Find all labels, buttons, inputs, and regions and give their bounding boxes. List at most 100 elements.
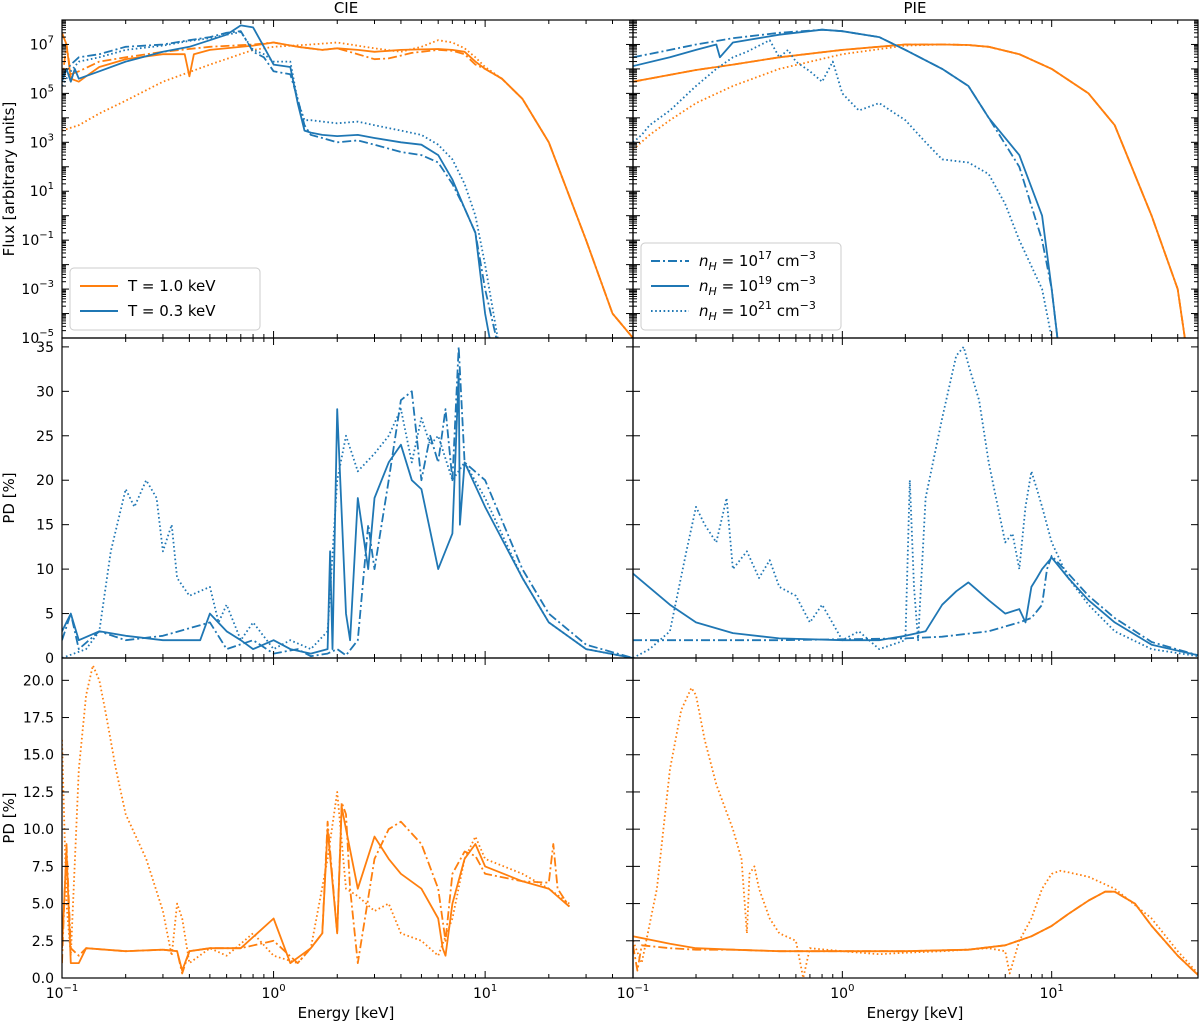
y-tick-label: 25 (36, 429, 54, 445)
panel-cie_pd_orange: 10−1 100 1010.02.55.07.510.012.515.017.520… (0, 657, 634, 1002)
y-tick-label-exp: 5 (48, 83, 54, 94)
legend-label-n: n (699, 277, 709, 295)
series-line-blue-dotted (62, 408, 633, 658)
legend-label: nH = 1019 cm−3 (699, 274, 816, 298)
axes-frame (632, 337, 1199, 659)
legend-label: nH = 1017 cm−3 (699, 249, 816, 273)
y-tick-label: 20 (36, 473, 54, 489)
y-axis-label: Flux [arbitrary units] (0, 102, 18, 257)
col-title-pie: PIE (904, 0, 927, 17)
y-axis-label: PD [%] (0, 792, 18, 843)
y-tick-label-base: 10 (30, 86, 48, 102)
legend-box (69, 267, 261, 331)
legend-label-unit: cm (772, 252, 800, 270)
series-group (633, 345, 1198, 658)
y-tick-label: 0.0 (32, 971, 54, 987)
series-line-blue-dashdot (633, 554, 1198, 657)
series-line-orange-dotted (62, 39, 633, 338)
series-line-orange-dotted (633, 686, 1198, 978)
x-tick-label-exp: −1 (635, 983, 650, 994)
axes-frame (61, 657, 634, 979)
x-tick-label-exp: 1 (1057, 983, 1063, 994)
y-tick-label-base: 10 (21, 331, 39, 347)
panel-pie_flux: nH = 1017 cm−3nH = 1019 cm−3nH = 1021 cm… (632, 19, 1199, 339)
legend-box (640, 242, 842, 331)
legend-label-unit-exp: −3 (800, 299, 816, 312)
y-tick-label: 10−1 (21, 230, 54, 249)
legend-label-sub: H (709, 310, 717, 323)
x-tick-label: 100 (261, 983, 285, 1002)
y-tick-label: 15 (36, 518, 54, 534)
y-tick-label-exp: 3 (48, 132, 54, 143)
y-tick-label: 12.5 (23, 785, 54, 801)
series-line-blue-solid (633, 556, 1198, 657)
y-tick-label: 2.5 (32, 934, 54, 950)
x-tick-label: 101 (473, 983, 497, 1002)
series-line-orange-solid (633, 890, 1198, 976)
y-tick-label: 15.0 (23, 748, 54, 764)
legend-label-exp: 19 (758, 274, 772, 287)
legend-label: nH = 1021 cm−3 (699, 299, 816, 323)
series-line-orange-solid (62, 32, 633, 338)
y-tick-label-exp: −3 (39, 279, 54, 290)
y-tick-label: 10.0 (23, 822, 54, 838)
series-line-blue-dotted (633, 345, 1198, 658)
y-tick-label: 30 (36, 384, 54, 400)
y-tick-label: 0 (45, 651, 54, 667)
panel-pie_pd_blue (632, 337, 1199, 659)
series-group (62, 664, 571, 975)
x-tick-label-base: 10 (1040, 986, 1058, 1002)
x-tick-label-exp: 0 (848, 983, 854, 994)
y-tick-label: 5.0 (32, 897, 54, 913)
x-tick-label: 10−1 (46, 983, 79, 1002)
x-tick-label-base: 10 (617, 986, 635, 1002)
panel-pie_pd_orange: 10−1 100 101 (617, 657, 1199, 1002)
legend-label: T = 1.0 keV (127, 277, 216, 295)
y-tick-label-base: 10 (30, 184, 48, 200)
legend-label-sub: H (709, 285, 717, 298)
y-tick-label: 20.0 (23, 673, 54, 689)
x-tick-label: 10−1 (617, 983, 650, 1002)
y-tick-label: 35 (36, 340, 54, 356)
legend-label-eq: = 10 (717, 302, 758, 320)
y-tick-label: 105 (30, 83, 54, 102)
series-line-blue-solid (633, 28, 1059, 338)
x-tick-label: 100 (830, 983, 854, 1002)
legend-label-unit-exp: −3 (800, 274, 816, 287)
y-tick-label-exp: 7 (48, 34, 54, 45)
y-tick-label-exp: −5 (39, 328, 54, 339)
legend-label-exp: 17 (758, 249, 772, 262)
legend-label-unit: cm (772, 277, 800, 295)
y-tick-label: 5 (45, 607, 54, 623)
x-tick-label-base: 10 (830, 986, 848, 1002)
legend-label: T = 0.3 keV (127, 302, 216, 320)
panel-cie_pd_blue: 0 5 10 15 20 25 30 35 PD [%] (0, 337, 634, 667)
y-tick-label: 101 (30, 181, 54, 200)
legend-label-unit-exp: −3 (800, 249, 816, 262)
series-line-orange-dashdot (62, 41, 633, 338)
y-tick-label: 10 (36, 562, 54, 578)
series-line-blue-dotted (62, 31, 499, 338)
y-tick-label: 103 (30, 132, 54, 151)
y-tick-label-base: 10 (30, 135, 48, 151)
legend-label-unit: cm (772, 302, 800, 320)
y-tick-label-base: 10 (21, 233, 39, 249)
series-line-blue-solid (62, 372, 633, 658)
legend-label-eq: = 10 (717, 277, 758, 295)
x-tick-label-base: 10 (46, 986, 64, 1002)
legend-label-n: n (699, 302, 709, 320)
legend-label-n: n (699, 252, 709, 270)
series-line-orange-solid (62, 805, 570, 972)
series-group (633, 28, 1186, 338)
x-tick-label-exp: −1 (64, 983, 79, 994)
series-line-blue-dashdot (62, 345, 633, 658)
y-tick-label-exp: −1 (39, 230, 54, 241)
legend-label-exp: 21 (758, 299, 772, 312)
y-tick-label-exp: 1 (48, 181, 54, 192)
y-tick-label: 107 (30, 34, 54, 53)
series-line-orange-dashdot (633, 890, 1198, 976)
xlabel-cie: Energy [keV] (298, 1004, 395, 1022)
series-line-blue-dotted (633, 39, 1053, 338)
